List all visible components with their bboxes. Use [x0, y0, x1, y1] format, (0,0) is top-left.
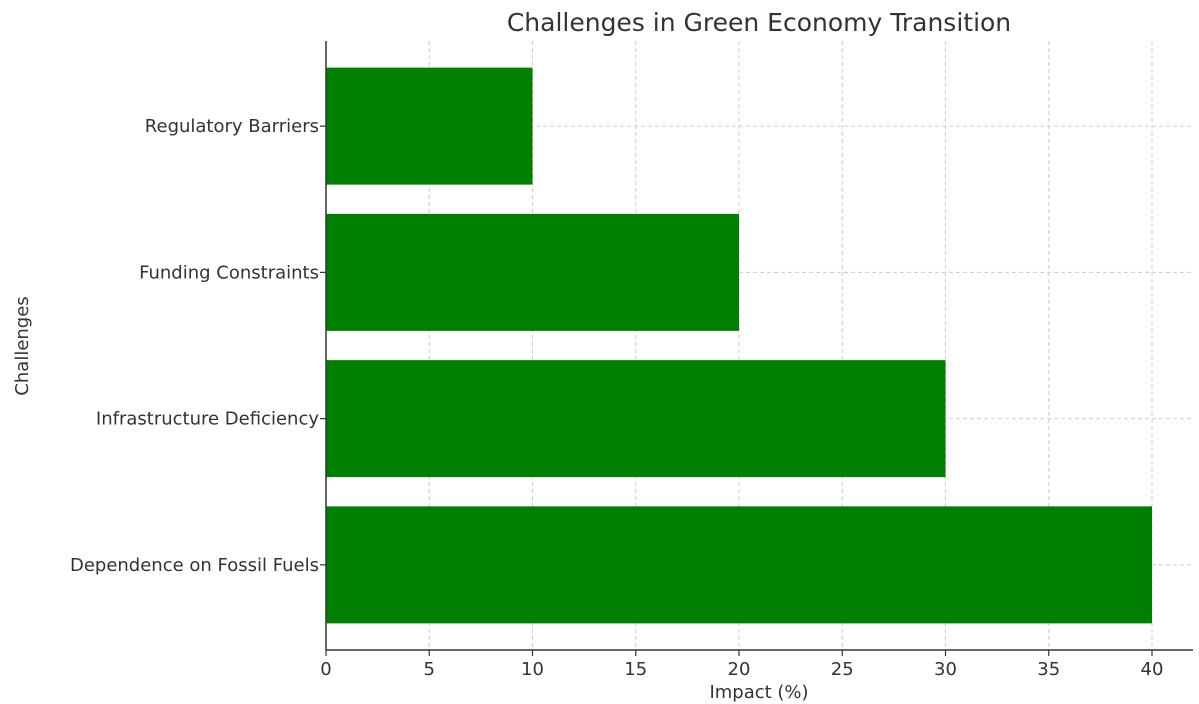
- x-tick-label: 0: [320, 659, 331, 680]
- y-tick-label: Infrastructure Deficiency: [96, 409, 319, 430]
- bar: [326, 67, 533, 185]
- bar: [326, 360, 946, 478]
- y-tick-label: Funding Constraints: [139, 262, 319, 283]
- bars: [326, 67, 1152, 624]
- x-tick-label: 5: [424, 659, 435, 680]
- y-tick-label: Regulatory Barriers: [145, 116, 319, 137]
- chart-title: Challenges in Green Economy Transition: [507, 8, 1011, 37]
- bar: [326, 506, 1152, 624]
- x-tick-label: 10: [521, 659, 544, 680]
- x-tick-label: 20: [728, 659, 751, 680]
- y-axis-label: Challenges: [12, 296, 33, 395]
- x-tick-label: 30: [934, 659, 957, 680]
- x-axis-ticks: 0 5 10 15 20 25 30 35 40: [320, 650, 1163, 680]
- x-tick-label: 15: [624, 659, 647, 680]
- bar: [326, 213, 739, 331]
- x-tick-label: 35: [1037, 659, 1060, 680]
- x-tick-label: 40: [1141, 659, 1164, 680]
- x-axis-label: Impact (%): [709, 682, 808, 703]
- y-axis-ticks: Dependence on Fossil Fuels Infrastructure…: [70, 116, 326, 576]
- y-tick-label: Dependence on Fossil Fuels: [70, 555, 319, 576]
- x-tick-label: 25: [831, 659, 854, 680]
